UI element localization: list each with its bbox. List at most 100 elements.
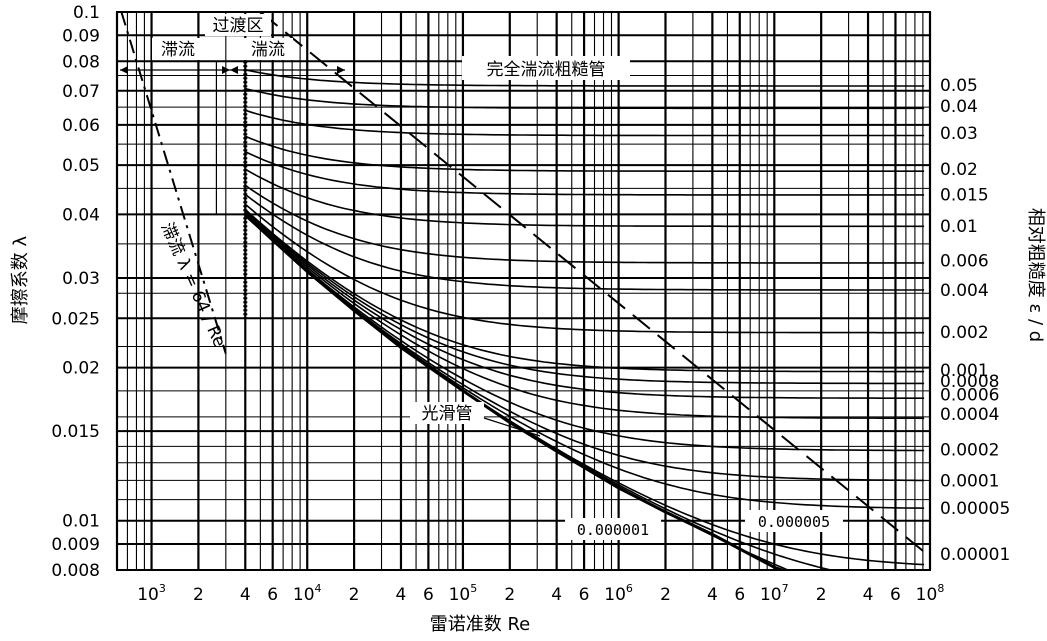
label-background [152, 38, 204, 60]
box-label-0000005: 0.000005 [758, 513, 830, 531]
x-tick-label: 2 [660, 585, 671, 605]
x-tick-label: 104 [293, 582, 322, 605]
y-tick-label: 0.015 [51, 422, 100, 442]
x-tick-label: 107 [760, 582, 789, 605]
x-tick-base: 2 [193, 585, 204, 605]
roughness-label: 0.04 [940, 97, 978, 117]
roughness-label: 0.001 [940, 361, 989, 381]
y-tick-label: 0.008 [51, 561, 100, 581]
x-tick-base: 4 [396, 585, 407, 605]
x-tick-base: 6 [579, 585, 590, 605]
x-tick-label: 103 [137, 582, 166, 605]
x-tick-base: 6 [423, 585, 434, 605]
label-background [462, 56, 630, 80]
y-tick-label: 0.04 [62, 205, 100, 225]
x-tick-base: 10 [449, 585, 471, 605]
x-tick-label: 4 [707, 585, 718, 605]
tick-labels: 0.10.090.080.070.060.050.040.030.0250.02… [51, 3, 1010, 605]
roughness-label: 0.05 [940, 76, 978, 96]
x-tick-label: 4 [551, 585, 562, 605]
roughness-curve [244, 135, 925, 172]
x-tick-base: 4 [707, 585, 718, 605]
x-tick-base: 10 [293, 585, 315, 605]
x-tick-label: 6 [423, 585, 434, 605]
x-tick-label: 6 [734, 585, 745, 605]
x-tick-base: 10 [760, 585, 782, 605]
roughness-curve [244, 193, 925, 291]
label-background [565, 518, 661, 540]
plot-frame [116, 11, 931, 571]
roughness-label: 0.0006 [940, 386, 999, 406]
x-tick-label: 4 [863, 585, 874, 605]
roughness-label: 0.0001 [940, 471, 999, 491]
x-tick-label: 4 [396, 585, 407, 605]
smooth-pipe-leader [483, 417, 541, 437]
transition-region-label: 过渡区 [213, 16, 264, 36]
x-tick-base: 10 [137, 585, 159, 605]
x-tick-base: 6 [267, 585, 278, 605]
y-tick-label: 0.07 [62, 82, 100, 102]
x-tick-base: 4 [240, 585, 251, 605]
y-tick-label: 0.01 [62, 512, 100, 532]
x-tick-base: 2 [349, 585, 360, 605]
roughness-label: 0.0002 [940, 441, 999, 461]
x-tick-base: 6 [890, 585, 901, 605]
roughness-label: 0.006 [940, 251, 989, 271]
x-tick-label: 6 [579, 585, 590, 605]
x-tick-exponent: 3 [159, 582, 166, 595]
roughness-label: 0.015 [940, 185, 989, 205]
roughness-curve [244, 208, 925, 373]
x-tick-base: 4 [863, 585, 874, 605]
roughness-curve [244, 150, 925, 196]
laminar-region-label: 滞流 [161, 40, 195, 60]
roughness-curve [245, 69, 925, 87]
x-tick-label: 2 [504, 585, 515, 605]
x-tick-label: 6 [890, 585, 901, 605]
rough-zone-label: 完全湍流粗糙管 [487, 60, 606, 80]
y-tick-label: 0.009 [51, 535, 100, 555]
x-axis-title: 雷诺准数 Re [430, 614, 531, 635]
y-tick-label: 0.025 [51, 309, 100, 329]
x-tick-label: 2 [193, 585, 204, 605]
y-tick-label: 0.03 [62, 269, 100, 289]
x-tick-exponent: 7 [782, 582, 789, 595]
x-tick-base: 10 [916, 585, 938, 605]
roughness-curve [244, 213, 925, 452]
roughness-curve [245, 87, 925, 110]
x-tick-label: 6 [267, 585, 278, 605]
y-tick-label: 0.09 [62, 26, 100, 46]
roughness-label: 0.002 [940, 323, 989, 343]
roughness-label: 0.0008 [940, 372, 999, 392]
y-tick-label: 0.1 [73, 3, 100, 23]
roughness-label: 0.00001 [940, 545, 1010, 565]
smooth-pipe-label: 光滑管 [422, 404, 473, 424]
x-tick-base: 2 [816, 585, 827, 605]
x-tick-exponent: 6 [626, 582, 633, 595]
y-axis-title: 摩擦系数 λ [10, 235, 31, 324]
x-tick-label: 106 [604, 582, 633, 605]
x-tick-base: 6 [734, 585, 745, 605]
roughness-label: 0.01 [940, 217, 978, 237]
roughness-curve [244, 184, 925, 264]
roughness-curve [244, 211, 925, 399]
label-background [745, 510, 843, 532]
label-background [410, 402, 484, 424]
x-tick-base: 10 [604, 585, 626, 605]
y-tick-label: 0.06 [62, 116, 100, 136]
arrow-heads [120, 66, 345, 74]
x-tick-label: 2 [816, 585, 827, 605]
roughness-curve [244, 168, 925, 228]
y-tick-label: 0.05 [62, 156, 100, 176]
y-tick-label: 0.02 [62, 359, 100, 379]
x-tick-label: 108 [916, 582, 945, 605]
roughness-label: 0.03 [940, 124, 978, 144]
x-tick-exponent: 4 [315, 582, 322, 595]
x-tick-exponent: 8 [937, 582, 944, 595]
turbulent-region-label: 湍流 [251, 40, 285, 60]
roughness-curve [244, 212, 925, 420]
roughness-label: 0.02 [940, 160, 978, 180]
roughness-label: 0.0004 [940, 405, 999, 425]
x-tick-base: 4 [551, 585, 562, 605]
roughness-curve [245, 109, 925, 137]
x-tick-base: 2 [504, 585, 515, 605]
